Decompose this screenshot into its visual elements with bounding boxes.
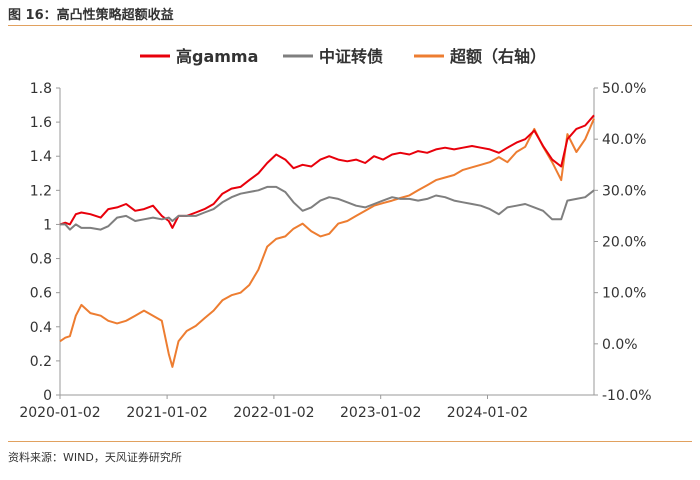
line-chart: 高gamma 中证转债 超额（右轴） 0 0.2 0.4 0.6 0.8 1 1.2 1.4 1.6… (19, 47, 652, 421)
series-line-1 (59, 114, 595, 229)
right-tick-label: 10.0% (602, 286, 646, 302)
left-tick-label: 0 (43, 388, 52, 404)
left-tick-label: 1.6 (30, 115, 52, 131)
right-tick-label: 40.0% (602, 132, 646, 148)
left-tick-label: 0.4 (30, 320, 52, 336)
right-tick-label: 0.0% (602, 337, 638, 353)
right-tick-label: -10.0% (602, 388, 652, 404)
x-tick-label: 2024-01-02 (447, 405, 528, 421)
source-note: 资料来源：WIND，天风证券研究所 (8, 451, 182, 464)
left-tick-label: 0.6 (30, 286, 52, 302)
x-tick-label: 2023-01-02 (340, 405, 421, 421)
x-tick-label: 2022-01-02 (233, 405, 314, 421)
x-tick-label: 2021-01-02 (126, 405, 207, 421)
right-tick-label: 20.0% (602, 235, 646, 251)
figure-title: 图 16：高凸性策略超额收益 (8, 8, 174, 23)
chart-series (59, 114, 595, 368)
left-tick-label: 1.2 (30, 183, 52, 199)
series-line-3 (59, 118, 595, 368)
legend-label-1: 高gamma (176, 47, 258, 66)
series-line-2 (60, 185, 595, 231)
left-tick-label: 0.2 (30, 354, 52, 370)
left-tick-label: 1.4 (30, 149, 52, 165)
left-y-axis: 0 0.2 0.4 0.6 0.8 1 1.2 1.4 1.6 1.8 (30, 81, 61, 404)
right-tick-label: 50.0% (602, 81, 646, 97)
x-tick-label: 2020-01-02 (19, 405, 100, 421)
left-tick-label: 1.8 (30, 81, 52, 97)
source-divider (8, 441, 692, 442)
x-axis: 2020-01-02 2021-01-02 2022-01-02 2023-01-02… (19, 394, 594, 421)
legend-label-2: 中证转债 (319, 47, 383, 66)
title-divider (8, 25, 692, 26)
right-tick-label: 30.0% (602, 183, 646, 199)
legend-label-3: 超额（右轴） (449, 47, 546, 66)
right-y-axis: -10.0% 0.0% 10.0% 20.0% 30.0% 40.0% 50.0% (593, 81, 652, 404)
chart-legend: 高gamma 中证转债 超额（右轴） (140, 47, 546, 66)
left-tick-label: 1 (43, 217, 52, 233)
left-tick-label: 0.8 (30, 252, 52, 268)
